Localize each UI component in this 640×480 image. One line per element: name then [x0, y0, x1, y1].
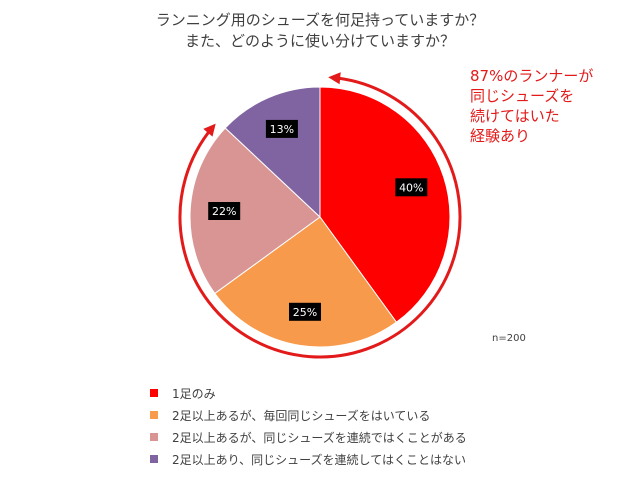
data-label-box: [289, 302, 321, 321]
data-label: 13%: [265, 119, 298, 138]
pie-slice: [224, 86, 321, 219]
data-label-box: [265, 119, 298, 138]
legend-item: 2足以上あり、同じシューズを連続してはくことはない: [150, 448, 467, 470]
annotation-line-3: 続けてはいた: [470, 107, 560, 125]
data-label: 25%: [289, 302, 321, 321]
legend-item: 2足以上あるが、同じシューズを連続ではくことがある: [150, 426, 467, 448]
data-label-box: [395, 178, 428, 197]
legend-item: 2足以上あるが、毎回同じシューズをはいている: [150, 404, 467, 426]
annotation-arc-arrow: [178, 76, 462, 359]
arrowhead: [203, 123, 216, 137]
pie-slice: [214, 216, 398, 348]
chart-title: ランニング用のシューズを何足持っていますか？ また、どのように使い分けていますか…: [0, 10, 640, 52]
data-label-box: [208, 202, 241, 220]
sample-size: n=200: [492, 333, 526, 344]
legend-swatch: [150, 433, 158, 441]
data-label-text: 13%: [270, 123, 294, 136]
legend-swatch: [150, 411, 158, 419]
pie-slice: [189, 127, 321, 295]
legend-label: 2足以上あり、同じシューズを連続してはくことはない: [172, 452, 466, 467]
legend-swatch: [150, 455, 158, 463]
pie-slice: [319, 86, 451, 323]
legend-label: 1足のみ: [172, 386, 216, 401]
legend-label: 2足以上あるが、毎回同じシューズをはいている: [172, 408, 431, 423]
annotation-line-4: 経験あり: [470, 127, 531, 145]
data-label: 22%: [208, 202, 241, 220]
legend-swatch: [150, 389, 158, 397]
annotation-line-1: 87%のランナーが: [470, 67, 594, 85]
annotation-text: 87%のランナーが 同じシューズを 続けてはいた 経験あり: [470, 66, 630, 146]
annotation-line-2: 同じシューズを: [470, 87, 575, 105]
data-label: 40%: [395, 178, 428, 197]
data-label-text: 22%: [212, 205, 236, 218]
chart-title-line-1: ランニング用のシューズを何足持っていますか？: [155, 11, 485, 29]
chart-title-line-2: また、どのように使い分けていますか？: [184, 32, 455, 50]
legend-label: 2足以上あるが、同じシューズを連続ではくことがある: [172, 430, 467, 445]
legend: 1足のみ 2足以上あるが、毎回同じシューズをはいている 2足以上あるが、同じシュ…: [150, 382, 467, 470]
data-label-text: 40%: [399, 181, 423, 194]
data-label-text: 25%: [293, 306, 317, 319]
arrowhead: [328, 72, 341, 85]
legend-item: 1足のみ: [150, 382, 467, 404]
